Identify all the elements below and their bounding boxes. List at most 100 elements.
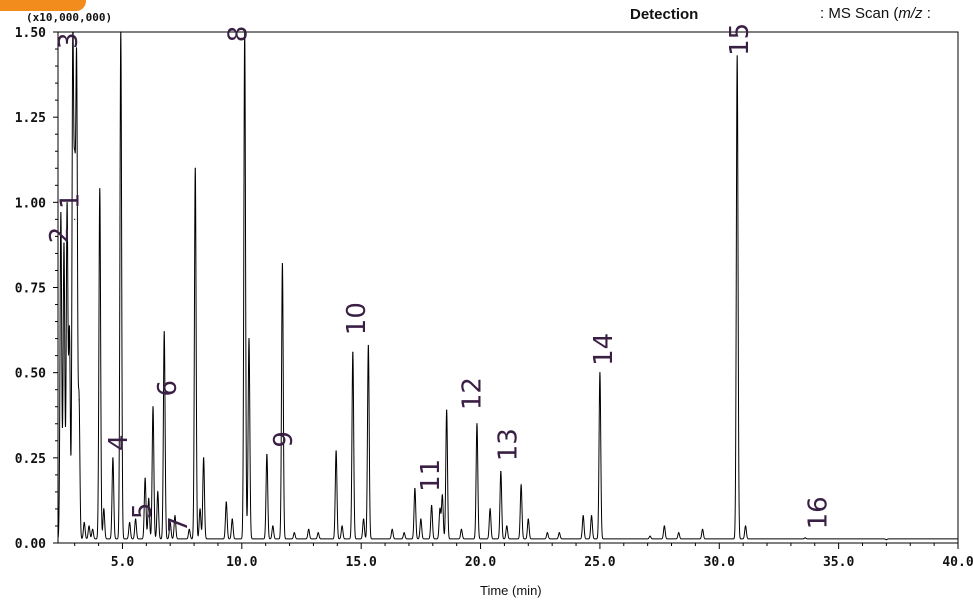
peak-point	[341, 525, 343, 527]
peak-point	[476, 423, 478, 425]
detection-label: Detection	[630, 6, 699, 23]
peak-point	[500, 470, 502, 473]
y-tick-label: 1.00	[15, 196, 46, 211]
peak-point	[152, 406, 154, 408]
x-tick-label: 25.0	[584, 555, 615, 570]
y-tick-label: 0.25	[15, 452, 46, 467]
peak-point	[188, 528, 190, 530]
peak-point	[527, 518, 529, 520]
peak-point	[78, 399, 80, 401]
peak-point	[678, 532, 680, 534]
method-suffix: :	[922, 5, 931, 22]
peak-point	[403, 532, 405, 534]
peak-point	[663, 525, 665, 527]
peak-point	[103, 508, 105, 510]
peak-point	[248, 338, 250, 340]
chromatogram-trace	[57, 31, 958, 541]
peak-point	[582, 515, 584, 517]
y-tick-label: 1.50	[15, 26, 46, 41]
peak-label: 13	[493, 428, 523, 461]
peak-label: 11	[416, 459, 446, 492]
trace-line	[57, 31, 958, 541]
peak-label: 3	[54, 32, 84, 49]
peak-point	[129, 521, 131, 524]
x-tick-label: 5.0	[111, 555, 135, 570]
peak-point	[148, 498, 150, 500]
peak-point	[885, 538, 887, 541]
peak-label: 8	[224, 26, 254, 43]
peak-point	[163, 331, 165, 333]
peak-label: 1	[55, 193, 85, 210]
peak-point	[414, 487, 416, 490]
peak-point	[460, 528, 463, 530]
peak-point	[590, 515, 593, 517]
peak-point	[558, 532, 560, 534]
peak-point	[441, 494, 443, 496]
peak-label: 12	[458, 377, 488, 410]
peak-point	[266, 453, 268, 456]
peak-point	[744, 525, 747, 527]
peak-point	[60, 211, 62, 214]
peak-point	[446, 409, 448, 411]
peak-point	[144, 477, 146, 479]
peak-point	[63, 242, 65, 244]
peak-label: 6	[153, 380, 183, 397]
x-tick-label: 40.0	[942, 555, 973, 570]
peak-point	[420, 518, 422, 520]
x-tick-label: 10.0	[226, 555, 257, 570]
peak-label: 5	[128, 503, 158, 520]
peak-point	[112, 457, 114, 459]
peak-point	[120, 31, 122, 33]
detection-method: : MS Scan (m/z :	[820, 5, 931, 22]
peak-point	[244, 31, 246, 33]
peak-point	[99, 188, 101, 190]
peak-point	[362, 518, 365, 520]
x-tick-label: 30.0	[704, 555, 735, 570]
peak-point	[203, 457, 205, 459]
peak-point	[546, 532, 548, 534]
peak-point	[83, 521, 85, 524]
peak-point	[335, 450, 337, 452]
peak-point	[317, 532, 319, 534]
peak-point	[804, 537, 806, 539]
y-tick-label: 0.00	[15, 537, 46, 552]
chart-axes	[57, 31, 959, 544]
peak-point	[281, 263, 284, 265]
peak-point	[520, 484, 522, 486]
peak-label: 16	[804, 496, 834, 529]
peak-point	[231, 518, 233, 520]
peak-point	[272, 525, 274, 527]
x-axis-title: Time (min)	[480, 583, 542, 598]
orange-header-tab	[0, 0, 86, 11]
peak-point	[736, 55, 738, 57]
y-scale-label: (x10,000,000)	[26, 11, 113, 24]
peak-point	[599, 372, 601, 374]
peak-point	[169, 521, 171, 524]
peak-point	[293, 532, 295, 534]
peak-point	[134, 518, 137, 520]
peak-label: 9	[269, 431, 299, 448]
y-tick-label: 0.75	[15, 282, 46, 297]
peak-point	[225, 501, 227, 503]
peak-point	[194, 167, 196, 169]
peak-label: 4	[104, 434, 134, 451]
peak-point	[66, 205, 68, 207]
method-mz: m/z	[898, 5, 923, 22]
peak-point	[439, 508, 441, 510]
peak-point	[391, 528, 393, 530]
peak-point	[701, 528, 704, 530]
peak-label: 14	[589, 333, 619, 366]
peak-point	[88, 525, 90, 527]
x-tick-label: 20.0	[465, 555, 496, 570]
x-tick-label: 35.0	[823, 555, 854, 570]
peak-point	[76, 75, 78, 77]
peak-label: 10	[342, 302, 372, 335]
peak-point	[367, 344, 369, 347]
plot-frame	[57, 31, 959, 544]
peak-point	[506, 525, 508, 527]
chart-ticks: 0.00 0.25 0.50 0.75 1.00 1.25 1.50 5.0 10.0 15.0 2…	[15, 26, 973, 570]
peak-label: 7	[164, 516, 194, 533]
peak-point	[308, 528, 310, 530]
peak-point	[174, 515, 176, 517]
